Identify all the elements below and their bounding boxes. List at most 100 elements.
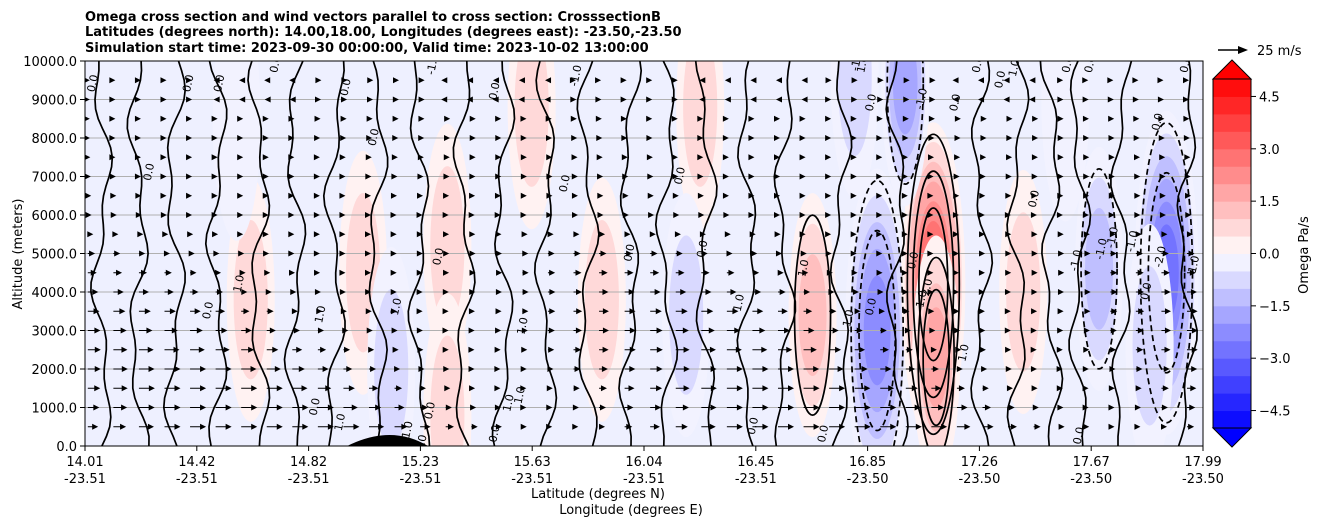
wind-vector-head-150: [547, 366, 554, 372]
wind-vector-head-229: [317, 327, 324, 334]
wind-vector-head-804: [393, 77, 400, 84]
x-axis-label-lon: Longitude (degrees E): [559, 503, 703, 518]
wind-vector-head-94: [251, 385, 258, 392]
wind-vector-head-115: [787, 385, 794, 392]
wind-vector-head-358: [239, 269, 246, 276]
wind-vector-head-755: [264, 96, 271, 103]
wind-vector-head-326: [549, 289, 556, 295]
title-line-3: Simulation start time: 2023-09-30 00:00:…: [85, 41, 649, 56]
wind-vector-head-763: [466, 96, 473, 103]
wind-vector-head-423: [775, 250, 782, 257]
wind-vector-head-581: [313, 173, 320, 180]
wind-vector-head-130: [1162, 385, 1169, 392]
wind-vector-head-685: [722, 135, 729, 141]
wind-vector-head-131: [1190, 385, 1197, 392]
wind-vector-head-591: [571, 173, 578, 180]
contour-label-27: 0.0: [486, 424, 502, 444]
wind-vector-head-484: [85, 212, 92, 218]
wind-vector-head-593: [622, 173, 629, 180]
wind-vector-head-766: [544, 96, 551, 103]
wind-vector-head-46: [148, 404, 155, 411]
wind-vector-head-554: [748, 192, 755, 199]
wind-vector-head-512: [799, 212, 806, 218]
wind-vector-head-523: [1082, 212, 1089, 218]
wind-vector-head-707: [160, 115, 167, 122]
wind-vector-head-815: [671, 77, 678, 84]
wind-vector-head-397: [114, 250, 121, 257]
wind-vector-head-631: [469, 154, 476, 161]
wind-vector-head-80: [1008, 404, 1015, 411]
wind-vector-head-739: [980, 115, 987, 122]
wind-vector-head-142: [346, 366, 353, 372]
omega-fill-cell-10-level-1: [584, 220, 619, 380]
wind-vector-head-576: [186, 173, 193, 180]
wind-vector-head-522: [1056, 212, 1063, 218]
contour-ring-3-1: [917, 256, 955, 446]
contour-label-41: 1.0: [854, 54, 870, 74]
wind-vector-head-303: [1084, 308, 1091, 315]
wind-vector-head-495: [364, 212, 371, 218]
wind-vector-head-507: [673, 212, 680, 218]
wind-vector-head-31: [890, 423, 897, 430]
wind-vector-head-12: [401, 423, 408, 430]
wind-vector-head-776: [801, 96, 808, 103]
wind-vector-head-677: [520, 135, 527, 141]
wind-vector-head-690: [850, 135, 857, 141]
contour-label-9: 0.0: [141, 162, 157, 182]
contour-zero-line-0: [90, 61, 114, 446]
wind-vector-head-22: [653, 423, 660, 430]
contour-zero-line-24: [1110, 61, 1133, 446]
contour-label-6: -1.0: [567, 64, 584, 88]
contour-ring-2-1: [906, 133, 961, 436]
wind-vector-head-624: [288, 154, 295, 161]
wind-vector-head-786: [1057, 96, 1064, 103]
wind-vector-head-384: [901, 269, 908, 276]
wind-vector-head-248: [808, 327, 815, 334]
wind-vector-head-783: [978, 96, 985, 103]
wind-vector-head-805: [418, 77, 425, 84]
wind-vector-head-372: [601, 269, 608, 276]
wind-vector-head-548: [597, 192, 604, 199]
wind-vector-head-233: [416, 327, 423, 334]
wind-vector-head-175: [1191, 366, 1198, 372]
wind-vector-head-650: [954, 154, 961, 161]
x-tick-lat-7: 16.85: [849, 455, 886, 470]
wind-vector-head-538: [339, 192, 346, 199]
colorbar: −4.5 −3.0 −1.5 0.0 1.5 3.0 4.5: [1211, 59, 1291, 448]
wind-vector-head-116: [813, 385, 820, 392]
wind-vector-head-820: [801, 77, 808, 84]
wind-vector-head-566: [1057, 192, 1064, 199]
wind-vector-head-715: [366, 115, 373, 122]
wind-vector-head-816: [699, 77, 706, 84]
wind-vector-head-773: [724, 96, 731, 103]
contour-zero-line-2: [162, 61, 187, 446]
wind-vector-head-152: [601, 366, 608, 372]
wind-vector-head-200: [709, 346, 716, 353]
wind-vector-head-564: [1005, 192, 1012, 199]
wind-vector-head-640: [697, 154, 704, 161]
wind-vector-head-726: [646, 115, 653, 122]
wind-vector-head-407: [364, 250, 371, 257]
wind-vector-head-433: [1031, 250, 1038, 257]
wind-vector-head-252: [904, 327, 911, 334]
wind-vector-head-368: [496, 269, 503, 276]
wind-vector-head-518: [952, 212, 959, 218]
wind-vector-head-227: [269, 327, 276, 334]
wind-vector-head-424: [800, 250, 807, 257]
x-tick-lon-4: -23.51: [511, 472, 553, 487]
wind-vector-head-215: [1083, 346, 1090, 353]
wind-vector-head-486: [135, 212, 142, 218]
wind-vector-head-79: [984, 404, 991, 411]
wind-vector-head-100: [396, 385, 403, 392]
wind-vector-head-225: [221, 327, 228, 334]
wind-vector-head-147: [468, 366, 475, 372]
wind-vector-head-379: [777, 269, 784, 276]
wind-vector-head-141: [322, 366, 329, 372]
wind-vector-head-511: [773, 212, 780, 218]
wind-vector-head-738: [954, 115, 961, 122]
wind-vector-head-659: [1184, 154, 1191, 161]
wind-vector-head-466: [749, 231, 756, 238]
x-tick-lat-3: 15.23: [402, 455, 439, 470]
wind-vector-head-307: [1191, 308, 1198, 315]
wind-vector-head-794: [134, 77, 141, 84]
